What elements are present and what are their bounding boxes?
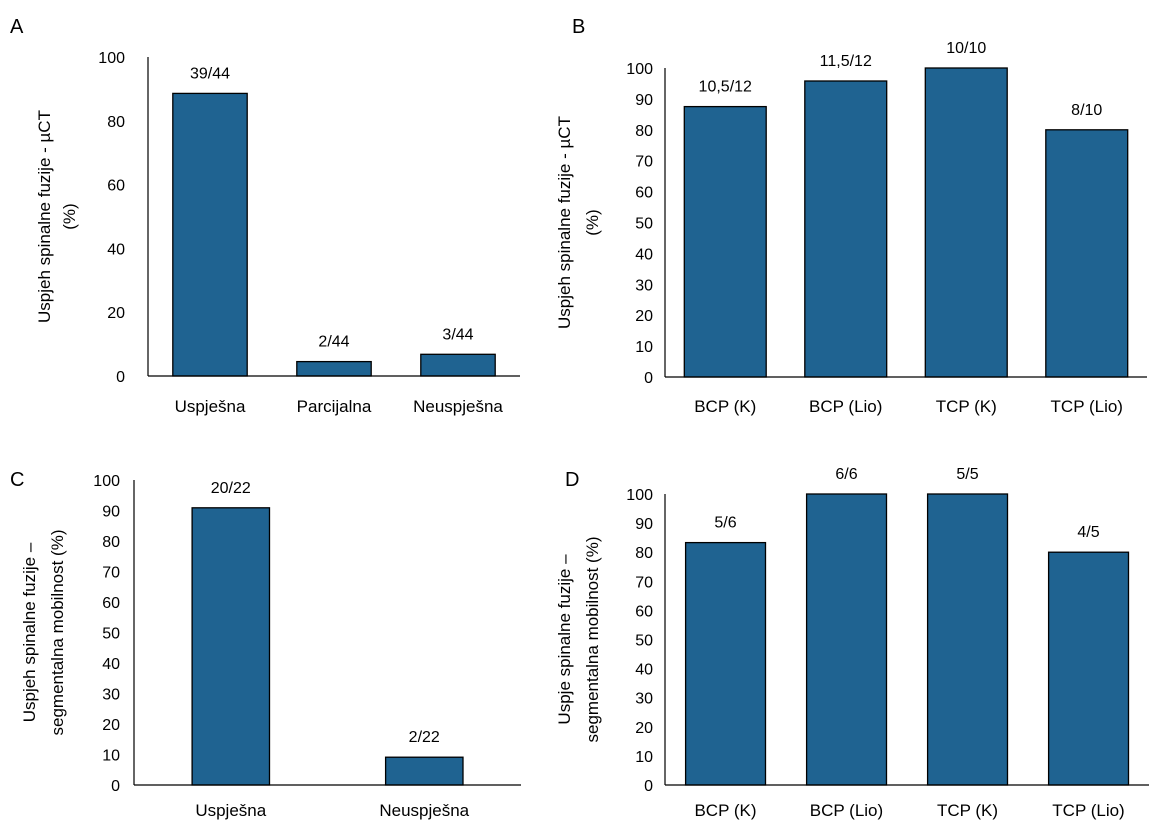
x-tick-label: Neuspješna — [413, 397, 503, 416]
y-tick-label: 50 — [635, 216, 653, 233]
bar — [296, 360, 372, 377]
y-tick-label: 70 — [635, 154, 653, 171]
y-axis-title: (%) — [60, 203, 79, 229]
y-tick-label: 50 — [102, 626, 120, 643]
y-tick-label: 80 — [635, 123, 653, 140]
y-tick-label: 80 — [102, 534, 120, 551]
y-tick-label: 70 — [102, 565, 120, 582]
data-label: 6/6 — [835, 466, 857, 483]
y-tick-label: 90 — [102, 504, 120, 521]
panel-letter: C — [10, 469, 24, 491]
y-axis-title: Uspjeh spinalne fuzije - µCT — [555, 116, 574, 329]
data-label: 20/22 — [211, 480, 251, 497]
y-tick-label: 30 — [635, 691, 653, 708]
y-tick-label: 10 — [635, 749, 653, 766]
x-tick-label: TCP (K) — [936, 397, 997, 416]
bar — [1047, 551, 1130, 786]
y-tick-label: 80 — [635, 545, 653, 562]
data-label: 11,5/12 — [820, 53, 872, 70]
bar — [805, 493, 888, 786]
x-tick-label: BCP (K) — [694, 801, 756, 820]
y-tick-label: 30 — [102, 687, 120, 704]
y-tick-label: 60 — [102, 595, 120, 612]
x-tick-label: TCP (Lio) — [1052, 801, 1124, 820]
bar — [926, 493, 1009, 786]
chart-panel-c: C 20/22 Uspješna 2/22 Neuspješna 0 10 20 30 40 50 6… — [10, 469, 521, 820]
bar — [924, 67, 1008, 378]
bar — [684, 541, 767, 786]
y-tick-label: 40 — [107, 241, 125, 258]
y-axis-title: segmentalna mobilnost (%) — [583, 537, 602, 743]
data-label: 2/44 — [318, 334, 349, 351]
panel-letter: B — [572, 16, 585, 38]
y-tick-label: 90 — [635, 516, 653, 533]
y-tick-label: 100 — [626, 487, 653, 504]
y-axis-title: Uspjeh spinalne fuzije – — [20, 542, 39, 722]
data-label: 3/44 — [442, 326, 473, 343]
y-tick-label: 60 — [635, 185, 653, 202]
y-tick-label: 70 — [635, 574, 653, 591]
y-axis-title: Uspje spinalne fuzije – — [555, 554, 574, 725]
data-label: 2/22 — [409, 729, 440, 746]
y-tick-label: 20 — [102, 717, 120, 734]
data-label: 10,5/12 — [699, 79, 752, 96]
x-tick-label: Uspješna — [195, 801, 266, 820]
data-label: 10/10 — [946, 40, 986, 57]
y-tick-label: 0 — [644, 778, 653, 795]
y-tick-label: 100 — [626, 61, 653, 78]
data-label: 5/5 — [956, 466, 978, 483]
bar — [683, 105, 767, 378]
y-tick-label: 10 — [102, 748, 120, 765]
y-tick-label: 50 — [635, 633, 653, 650]
bar — [420, 353, 496, 377]
bar — [172, 92, 248, 377]
y-axis-title: Uspjeh spinalne fuzije - µCT — [35, 110, 54, 323]
panel-letter: D — [565, 469, 579, 491]
chart-panel-a: A 39/44 Uspješna 2/44 Parcijalna 3/44 Neuspješ… — [10, 16, 520, 416]
bar — [191, 507, 271, 786]
x-tick-label: Neuspješna — [379, 801, 469, 820]
y-tick-label: 40 — [635, 662, 653, 679]
y-tick-label: 90 — [635, 92, 653, 109]
y-tick-label: 0 — [116, 369, 125, 386]
y-tick-label: 0 — [644, 370, 653, 387]
data-label: 5/6 — [714, 515, 736, 532]
y-tick-label: 40 — [635, 246, 653, 263]
y-tick-label: 20 — [635, 720, 653, 737]
x-tick-label: BCP (Lio) — [809, 397, 882, 416]
y-tick-label: 60 — [635, 603, 653, 620]
y-tick-label: 100 — [98, 50, 125, 67]
y-tick-label: 100 — [93, 473, 120, 490]
y-tick-label: 60 — [107, 178, 125, 195]
x-tick-label: Parcijalna — [297, 397, 372, 416]
y-tick-label: 80 — [107, 114, 125, 131]
bar — [804, 80, 888, 378]
y-tick-label: 40 — [102, 656, 120, 673]
y-tick-label: 0 — [111, 778, 120, 795]
x-tick-label: BCP (K) — [694, 397, 756, 416]
y-tick-label: 10 — [635, 339, 653, 356]
chart-panel-b: B 10,5/12 BCP (K) 11,5/12 BCP (Lio) 10/10 TCP … — [555, 16, 1147, 416]
bar — [1045, 129, 1129, 378]
x-tick-label: Uspješna — [175, 397, 246, 416]
y-tick-label: 20 — [635, 308, 653, 325]
y-axis-title: (%) — [583, 209, 602, 235]
data-label: 4/5 — [1077, 524, 1099, 541]
data-label: 8/10 — [1071, 102, 1102, 119]
data-label: 39/44 — [190, 65, 230, 82]
y-tick-label: 30 — [635, 277, 653, 294]
x-tick-label: TCP (Lio) — [1051, 397, 1123, 416]
x-tick-label: BCP (Lio) — [810, 801, 883, 820]
y-tick-label: 20 — [107, 305, 125, 322]
bar — [384, 756, 464, 786]
x-tick-label: TCP (K) — [937, 801, 998, 820]
chart-panel-d: D 5/6 BCP (K) 6/6 BCP (Lio) 5/5 TCP (K) 4/5 TCP … — [555, 466, 1149, 820]
panel-letter: A — [10, 16, 24, 38]
y-axis-title: segmentalna mobilnost (%) — [48, 530, 67, 736]
